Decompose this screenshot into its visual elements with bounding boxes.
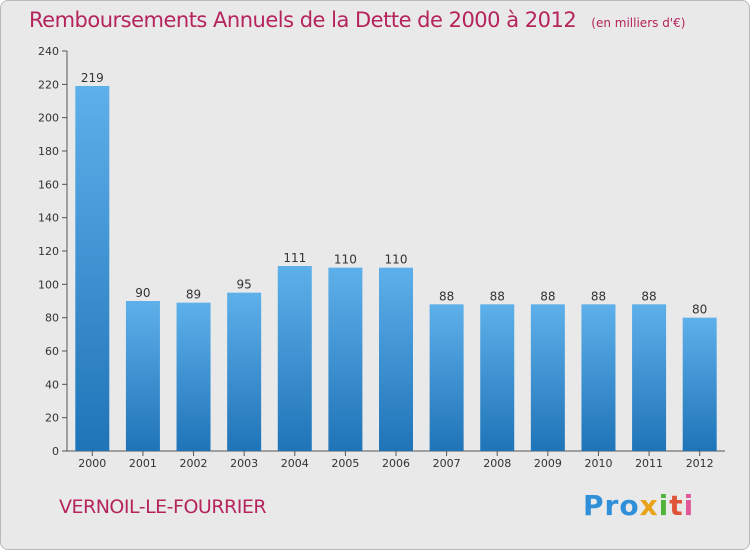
bar[interactable] (632, 304, 667, 451)
data-label: 110 (334, 253, 357, 267)
y-tick-label: 140 (38, 212, 59, 225)
x-axis: 2000 2001 2002 2003 2004 2005 2006 2007 2008 2009… (67, 450, 725, 470)
y-tick-label: 200 (38, 112, 59, 125)
chart-title: Remboursements Annuels de la Dette de 20… (29, 8, 577, 32)
x-tick-label: 2012 (686, 457, 714, 470)
data-label: 88 (641, 289, 656, 303)
bar[interactable] (379, 267, 413, 451)
data-label: 111 (283, 251, 306, 265)
x-tick-label: 2008 (483, 457, 511, 470)
logo-part: x (639, 489, 659, 522)
logo-part: i (683, 489, 695, 522)
bar[interactable] (277, 266, 312, 451)
data-label: 88 (439, 289, 454, 303)
y-tick-label: 0 (52, 445, 59, 458)
y-tick-label: 240 (38, 45, 59, 58)
y-tick-label: 100 (38, 278, 59, 291)
y-tick-label: 20 (45, 412, 59, 425)
bar[interactable] (682, 317, 717, 451)
y-tick-label: 60 (45, 345, 59, 358)
proxiti-logo[interactable]: Proxiti (583, 489, 694, 522)
y-tick-label: 120 (38, 245, 59, 258)
logo-part: t (669, 489, 684, 522)
data-label: 88 (540, 289, 555, 303)
chart-subtitle: (en milliers d'€) (591, 16, 686, 30)
x-tick-label: 2002 (180, 457, 208, 470)
y-tick-label: 160 (38, 178, 59, 191)
commune-name: VERNOIL-LE-FOURRIER (59, 496, 267, 518)
y-axis: 0 20 40 60 80 100 120 140 160 180 200 220 240 (38, 45, 68, 458)
x-tick-label: 2011 (635, 457, 663, 470)
x-tick-label: 2010 (584, 457, 612, 470)
data-label: 219 (81, 71, 104, 85)
bar[interactable] (227, 292, 262, 451)
y-tick-label: 180 (38, 145, 59, 158)
data-label: 90 (135, 286, 150, 300)
title-row: Remboursements Annuels de la Dette de 20… (29, 8, 685, 32)
bar[interactable] (429, 304, 464, 451)
data-label: 89 (186, 288, 201, 302)
logo-part: i (658, 489, 670, 522)
bar[interactable] (328, 267, 363, 451)
bar[interactable] (125, 301, 160, 451)
bar[interactable] (480, 304, 515, 451)
x-tick-label: 2001 (129, 457, 157, 470)
bars: 219 90 89 95 111 110 110 88 88 88 88 88 80 (75, 71, 717, 451)
x-tick-label: 2003 (230, 457, 258, 470)
x-tick-label: 2007 (433, 457, 461, 470)
x-tick-label: 2004 (281, 457, 309, 470)
bar[interactable] (581, 304, 616, 451)
bar[interactable] (176, 302, 211, 451)
bar[interactable] (75, 86, 110, 451)
x-tick-label: 2009 (534, 457, 562, 470)
x-tick-label: 2005 (331, 457, 359, 470)
y-tick-label: 220 (38, 78, 59, 91)
logo-part: Pro (583, 489, 640, 522)
data-label: 88 (591, 289, 606, 303)
x-tick-label: 2000 (78, 457, 106, 470)
data-label: 80 (692, 303, 707, 317)
data-label: 88 (490, 289, 505, 303)
y-tick-label: 40 (45, 378, 59, 391)
y-tick-label: 80 (45, 312, 59, 325)
data-label: 95 (237, 278, 252, 292)
bar[interactable] (530, 304, 565, 451)
data-label: 110 (385, 253, 408, 267)
x-tick-label: 2006 (382, 457, 410, 470)
